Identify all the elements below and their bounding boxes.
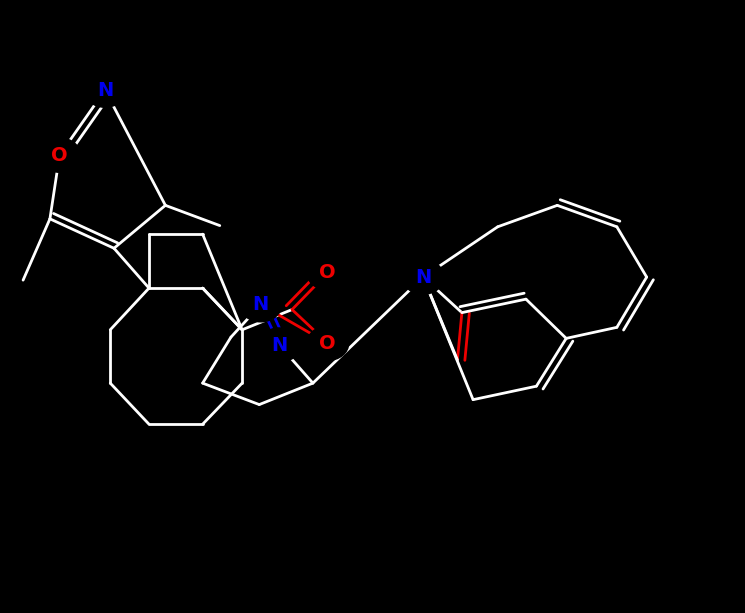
Circle shape <box>402 260 444 294</box>
Text: O: O <box>320 334 336 352</box>
Text: O: O <box>320 264 336 282</box>
Text: N: N <box>253 295 269 314</box>
Circle shape <box>259 328 300 362</box>
Text: N: N <box>97 81 113 99</box>
Circle shape <box>307 256 349 290</box>
Text: O: O <box>51 146 68 164</box>
Text: N: N <box>415 268 431 286</box>
Text: N: N <box>271 336 288 354</box>
Circle shape <box>84 73 126 107</box>
Circle shape <box>39 138 80 172</box>
Circle shape <box>240 287 282 322</box>
Circle shape <box>307 326 349 360</box>
